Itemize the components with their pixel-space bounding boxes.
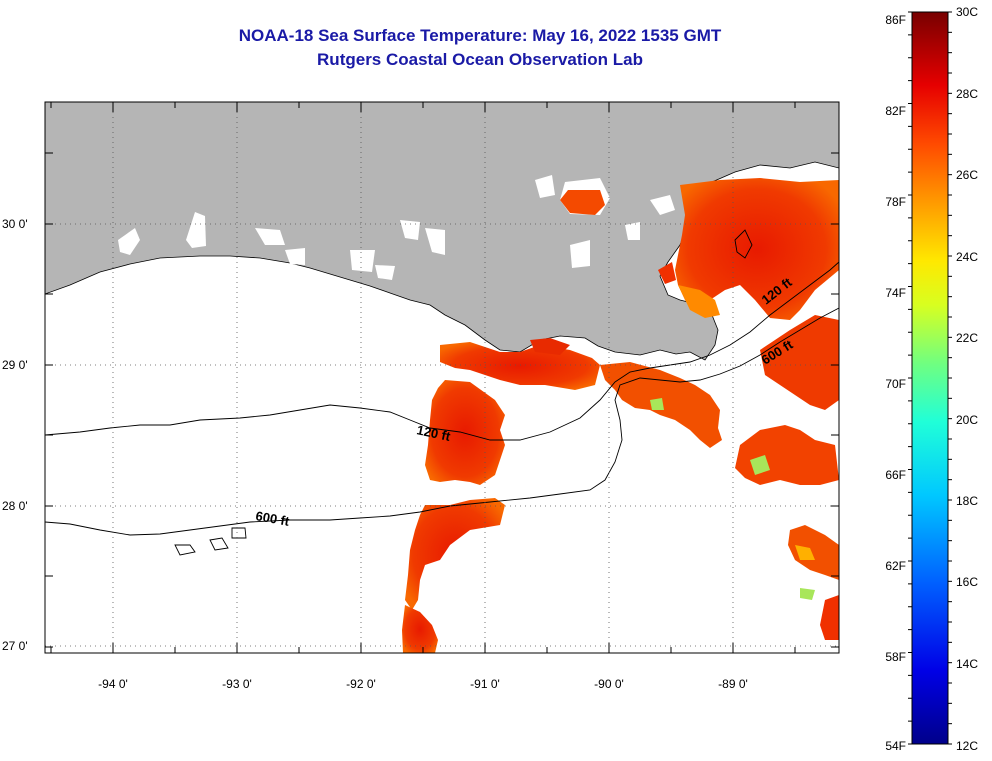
colorbar-f-label: 78F: [885, 195, 906, 209]
lon-label: -91 0': [470, 677, 500, 691]
contour-label: 600 ft: [254, 508, 291, 529]
colorbar: [911, 11, 949, 745]
title-line-1: NOAA-18 Sea Surface Temperature: May 16,…: [238, 26, 722, 45]
lat-label: 29 0': [2, 358, 28, 372]
contour-label: 120 ft: [415, 422, 452, 444]
lon-label: -94 0': [98, 677, 128, 691]
colorbar-f-label: 66F: [885, 468, 906, 482]
lon-label: -92 0': [346, 677, 376, 691]
lon-label: -93 0': [222, 677, 252, 691]
colorbar-f-label: 62F: [885, 559, 906, 573]
lat-labels: 30 0' 29 0' 28 0' 27 0': [2, 217, 28, 653]
grid-lines: [45, 102, 839, 653]
lat-label: 30 0': [2, 217, 28, 231]
colorbar-f-label: 54F: [885, 739, 906, 753]
lon-label: -90 0': [594, 677, 624, 691]
lat-label: 27 0': [2, 639, 28, 653]
colorbar-c-label: 28C: [956, 87, 978, 101]
colorbar-f-label: 58F: [885, 650, 906, 664]
colorbar-c-label: 14C: [956, 657, 978, 671]
axis-ticks: [45, 102, 839, 653]
colorbar-c-label: 16C: [956, 575, 978, 589]
colorbar-c-label: 24C: [956, 250, 978, 264]
colorbar-c-label: 20C: [956, 413, 978, 427]
title-line-2: Rutgers Coastal Ocean Observation Lab: [317, 50, 643, 69]
lat-label: 28 0': [2, 499, 28, 513]
colorbar-c-labels: 30C 28C 26C 24C 22C 20C 18C 16C 14C 12C: [956, 5, 978, 753]
colorbar-f-labels: 86F 82F 78F 74F 70F 66F 62F 58F 54F: [885, 13, 906, 753]
lon-label: -89 0': [718, 677, 748, 691]
lon-labels: -94 0' -93 0' -92 0' -91 0' -90 0' -89 0…: [98, 677, 748, 691]
colorbar-f-label: 70F: [885, 377, 906, 391]
colorbar-ticks: [908, 11, 952, 745]
colorbar-f-label: 86F: [885, 13, 906, 27]
map-area: 120 ft 120 ft 600 ft 600 ft: [45, 102, 839, 653]
colorbar-c-label: 22C: [956, 331, 978, 345]
bathymetry-contours: [45, 229, 839, 556]
sst-patches: [402, 178, 839, 653]
colorbar-c-label: 12C: [956, 739, 978, 753]
colorbar-c-label: 30C: [956, 5, 978, 19]
colorbar-f-label: 74F: [885, 286, 906, 300]
colorbar-f-label: 82F: [885, 104, 906, 118]
map-frame: [44, 101, 840, 654]
colorbar-c-label: 18C: [956, 494, 978, 508]
colorbar-c-label: 26C: [956, 168, 978, 182]
